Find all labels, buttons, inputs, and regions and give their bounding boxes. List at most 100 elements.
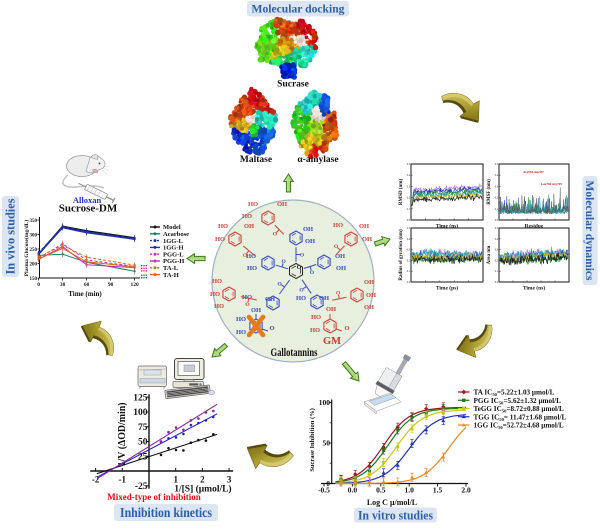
svg-text:1/[S] (μmol/L): 1/[S] (μmol/L) xyxy=(174,484,231,495)
svg-text:HO: HO xyxy=(242,213,252,220)
svg-text:25: 25 xyxy=(138,452,148,462)
svg-text:Alloxan: Alloxan xyxy=(73,195,102,205)
svg-text:Time (ns): Time (ns) xyxy=(523,285,546,292)
svg-text:O: O xyxy=(282,259,287,265)
svg-text:100: 100 xyxy=(319,398,331,407)
svg-text:O: O xyxy=(334,244,339,250)
svg-text:0.2: 0.2 xyxy=(495,197,499,200)
svg-text:1.5: 1.5 xyxy=(433,486,443,495)
svg-text:Maltase: Maltase xyxy=(240,155,272,165)
svg-text:0.3: 0.3 xyxy=(495,185,499,188)
svg-text:HO: HO xyxy=(215,236,225,243)
svg-text:HO: HO xyxy=(247,265,257,272)
svg-text:TA-H: TA-H xyxy=(163,272,179,279)
svg-text:OH: OH xyxy=(303,226,313,233)
svg-text:-2: -2 xyxy=(92,475,100,485)
svg-text:250: 250 xyxy=(30,248,38,253)
svg-text:0.4: 0.4 xyxy=(407,238,411,241)
svg-text:0.5: 0.5 xyxy=(407,163,411,166)
svg-text:0.5: 0.5 xyxy=(495,227,499,230)
svg-text:OH: OH xyxy=(362,236,372,243)
svg-text:0.0: 0.0 xyxy=(407,281,411,284)
svg-text:Time (ns): Time (ns) xyxy=(436,223,459,230)
svg-text:α-amylase: α-amylase xyxy=(297,155,338,165)
svg-text:PGG-H: PGG-H xyxy=(163,258,184,265)
svg-text:OH: OH xyxy=(251,307,261,314)
svg-text:PGG IC50=5.62±1.32 μmol/L: PGG IC50=5.62±1.32 μmol/L xyxy=(474,397,562,406)
svg-text:HO: HO xyxy=(310,327,320,334)
svg-text:300: 300 xyxy=(30,233,38,238)
svg-text:Area nm: Area nm xyxy=(487,245,492,264)
svg-text:O: O xyxy=(310,270,315,276)
svg-text:OH: OH xyxy=(366,292,376,299)
svg-text:Molecular dynamics: Molecular dynamics xyxy=(583,181,597,281)
svg-text:0.1: 0.1 xyxy=(407,208,411,211)
svg-text:0.3: 0.3 xyxy=(407,185,411,188)
svg-text:HO: HO xyxy=(210,291,220,298)
svg-text:RMSF (nm): RMSF (nm) xyxy=(487,179,492,205)
svg-text:0: 0 xyxy=(326,479,330,488)
svg-text:O: O xyxy=(344,325,349,332)
svg-text:125: 125 xyxy=(133,393,148,403)
svg-text:-1: -1 xyxy=(119,475,127,485)
svg-text:-0.5: -0.5 xyxy=(318,486,330,495)
svg-text:Time (min): Time (min) xyxy=(68,290,102,298)
svg-text:Molecular docking: Molecular docking xyxy=(252,2,345,16)
svg-text:0.5: 0.5 xyxy=(495,163,499,166)
svg-text:2.0: 2.0 xyxy=(461,486,471,495)
svg-text:Model: Model xyxy=(163,224,181,231)
svg-text:HO: HO xyxy=(311,314,321,321)
svg-text:OH: OH xyxy=(277,201,287,208)
svg-text:0.0: 0.0 xyxy=(407,219,411,222)
svg-text:Gallotannins: Gallotannins xyxy=(271,345,318,359)
svg-text:0.5: 0.5 xyxy=(407,227,411,230)
svg-text:OH: OH xyxy=(364,279,374,286)
svg-text:0.0: 0.0 xyxy=(348,486,358,495)
svg-text:OH: OH xyxy=(319,295,329,302)
svg-text:0.3: 0.3 xyxy=(495,249,499,252)
svg-text:0.0: 0.0 xyxy=(495,219,499,222)
svg-text:TA IC50=5.22±1.03 μmol/L: TA IC50=5.22±1.03 μmol/L xyxy=(474,389,555,398)
svg-text:0.2: 0.2 xyxy=(495,259,499,262)
svg-text:1/V (ΔOD/min): 1/V (ΔOD/min) xyxy=(116,402,128,466)
svg-text:Log C μ/mol/L: Log C μ/mol/L xyxy=(367,498,417,507)
svg-text:O: O xyxy=(243,253,248,259)
svg-text:HO: HO xyxy=(333,222,343,229)
svg-text:O: O xyxy=(269,325,274,332)
svg-text:O: O xyxy=(300,252,305,258)
svg-text:Sucrose-DM: Sucrose-DM xyxy=(59,203,118,215)
svg-text:1GG IC50=52.72±4.68 μmol/L: 1GG IC50=52.72±4.68 μmol/L xyxy=(474,422,564,431)
svg-text:O: O xyxy=(273,232,278,238)
svg-text:Inhibition kinetics: Inhibition kinetics xyxy=(120,505,212,520)
svg-text:0.1: 0.1 xyxy=(495,270,499,273)
svg-text:HO: HO xyxy=(218,223,228,230)
svg-text:TeGG IC50=8.72±0.88 μmol/L: TeGG IC50=8.72±0.88 μmol/L xyxy=(474,405,565,414)
svg-text:O: O xyxy=(299,288,304,294)
svg-text:Radius of gyration (nm): Radius of gyration (nm) xyxy=(399,229,404,281)
svg-text:0.5: 0.5 xyxy=(376,486,386,495)
svg-text:OH: OH xyxy=(326,306,336,313)
svg-text:OH: OH xyxy=(364,304,374,311)
svg-text:1: 1 xyxy=(173,475,178,485)
svg-text:Acarbose: Acarbose xyxy=(163,231,189,238)
svg-text:0.4: 0.4 xyxy=(407,174,411,177)
svg-text:HO: HO xyxy=(214,303,224,310)
svg-text:75: 75 xyxy=(138,423,148,433)
svg-text:Plasma Glucose(mg/dL): Plasma Glucose(mg/dL) xyxy=(23,220,30,277)
svg-text:O: O xyxy=(336,291,341,297)
svg-text:O: O xyxy=(297,265,302,271)
svg-text:Arg555 Asp357: Arg555 Asp357 xyxy=(523,170,544,174)
svg-text:50: 50 xyxy=(323,439,331,448)
svg-text:30: 30 xyxy=(60,282,66,288)
svg-text:0: 0 xyxy=(37,282,40,288)
svg-text:0.4: 0.4 xyxy=(495,174,499,177)
svg-text:Sucrase: Sucrase xyxy=(277,80,309,90)
svg-text:HO: HO xyxy=(236,316,246,323)
svg-text:HO: HO xyxy=(246,253,256,260)
svg-text:-25: -25 xyxy=(135,482,148,492)
svg-text:OH: OH xyxy=(335,253,345,260)
svg-text:O: O xyxy=(277,281,282,287)
svg-text:50: 50 xyxy=(138,438,148,448)
svg-text:0.1: 0.1 xyxy=(495,208,499,211)
svg-text:0.2: 0.2 xyxy=(407,259,411,262)
